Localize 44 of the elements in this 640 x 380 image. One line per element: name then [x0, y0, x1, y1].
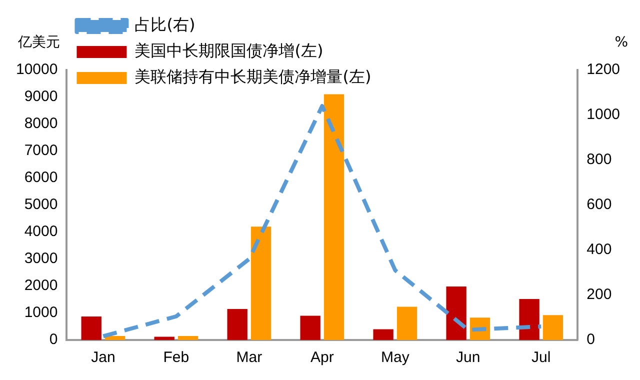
bar: [178, 336, 198, 340]
y-tick-label: 6000: [24, 169, 58, 186]
legend-label: 美联储持有中长期美债净增量(左): [134, 67, 372, 86]
x-tick-label: Feb: [163, 349, 190, 366]
bar: [104, 336, 126, 340]
x-tick-label: Jun: [456, 349, 480, 366]
bar: [519, 298, 540, 340]
y2-tick-label: 1200: [586, 61, 620, 78]
x-tick-label: Jan: [91, 349, 116, 366]
legend-label: 占比(右): [134, 15, 196, 34]
bar: [324, 94, 344, 340]
x-tick-label: Jul: [532, 349, 551, 366]
y2-tick-label: 400: [586, 241, 612, 258]
y2-tick-label: 1000: [586, 106, 620, 124]
line-series: [101, 104, 544, 338]
y-tick-label: 5000: [24, 196, 58, 214]
bar: [81, 316, 102, 340]
y-tick-label: 1000: [24, 304, 58, 322]
bar: [227, 308, 248, 340]
y-tick-label: 10000: [16, 61, 58, 78]
y-axis-title: 亿美元: [17, 34, 60, 51]
y-tick-label: 2000: [24, 277, 58, 294]
bar: [300, 316, 320, 340]
y2-tick-label: 600: [586, 196, 612, 214]
y2-tick-label: 200: [586, 286, 612, 304]
bar: [154, 336, 174, 340]
bar: [250, 226, 272, 340]
y2-axis-title: %: [614, 34, 628, 51]
bar: [396, 306, 418, 340]
bar: [373, 329, 394, 340]
y-tick-label: 4000: [24, 223, 58, 240]
x-tick-label: Apr: [310, 349, 334, 366]
y-tick-label: 9000: [24, 88, 58, 106]
bar: [446, 286, 466, 340]
legend-label: 美国中长期限国债净增(左): [134, 41, 324, 60]
y2-tick-label: 800: [586, 151, 612, 168]
y-tick-label: 0: [49, 331, 58, 348]
x-tick-label: Mar: [236, 349, 262, 366]
y-tick-label: 3000: [24, 250, 58, 268]
y-tick-label: 7000: [24, 142, 58, 160]
y2-tick-label: 0: [586, 331, 595, 348]
y-tick-label: 8000: [24, 115, 58, 132]
x-tick-label: May: [380, 349, 410, 366]
bar: [542, 315, 564, 340]
